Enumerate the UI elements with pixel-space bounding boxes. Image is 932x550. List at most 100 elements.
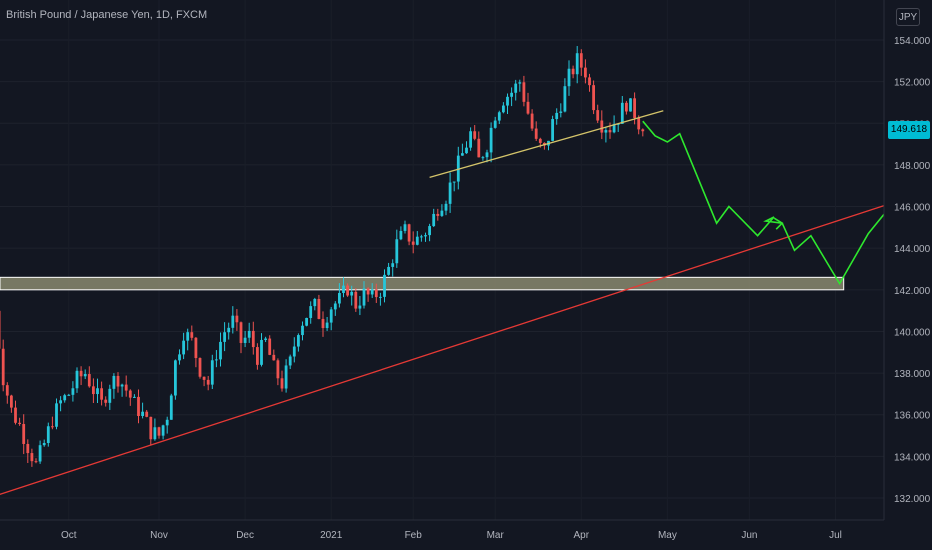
candle: [374, 283, 378, 303]
candle: [0, 310, 1, 349]
candle: [30, 448, 34, 467]
candle-body: [440, 210, 444, 216]
price-tick-label: 152.000: [894, 78, 931, 89]
candle: [10, 394, 13, 413]
candle: [317, 294, 321, 320]
candle-body: [354, 291, 358, 309]
candle: [510, 87, 513, 107]
price-tick-label: 138.000: [894, 369, 931, 380]
candle-body: [420, 236, 423, 238]
candle: [444, 200, 448, 216]
neckline: [429, 110, 664, 179]
candle: [584, 59, 587, 84]
candle-body: [145, 411, 149, 417]
candle: [215, 350, 218, 368]
candle: [530, 109, 534, 131]
candle: [75, 367, 79, 393]
candle: [79, 366, 83, 386]
candle: [194, 336, 198, 368]
candle-body: [104, 399, 108, 403]
candle-body: [534, 128, 538, 139]
candle-body: [391, 263, 395, 267]
candle: [473, 125, 477, 141]
candle: [641, 128, 645, 137]
time-axis[interactable]: Oct Nov Dec 2021 Feb Mar Apr May Jun Jul: [0, 519, 884, 541]
price-tick-label: 136.000: [894, 411, 931, 422]
candle: [366, 287, 370, 302]
candle: [329, 306, 333, 331]
price-axis[interactable]: 132.000 134.000 136.000 138.000 140.000 142.0…: [883, 0, 932, 550]
candle: [59, 396, 62, 412]
candle-body: [370, 289, 374, 295]
candle: [370, 283, 374, 298]
candle: [87, 366, 91, 388]
candle: [55, 398, 58, 430]
candle: [22, 414, 26, 455]
candle-body: [202, 376, 206, 380]
candle-body: [592, 85, 595, 111]
candle: [34, 458, 38, 464]
time-tick-label: Mar: [487, 530, 505, 541]
candle-body: [608, 130, 612, 133]
candle: [51, 416, 54, 430]
candle: [637, 115, 641, 135]
candle-body: [161, 425, 165, 436]
candle: [465, 141, 468, 154]
candle: [399, 226, 403, 241]
candle: [104, 396, 108, 407]
candle-body: [362, 288, 366, 306]
candle-body: [96, 388, 99, 395]
time-tick-label: Apr: [574, 530, 590, 541]
candle-body: [428, 226, 431, 236]
candle: [346, 283, 349, 297]
candle: [5, 382, 9, 404]
time-tick-label: Feb: [405, 530, 423, 541]
candle: [522, 75, 526, 107]
currency-button[interactable]: JPY: [896, 8, 920, 26]
candle-body: [169, 395, 173, 420]
grid: [0, 39, 884, 499]
candle-body: [641, 129, 645, 132]
candle-body: [502, 105, 505, 113]
candle: [596, 104, 600, 124]
candle: [235, 309, 239, 331]
candle-body: [10, 395, 13, 408]
candle-body: [42, 442, 46, 446]
candle-body: [239, 322, 243, 343]
candle: [350, 285, 354, 306]
candle-body: [481, 157, 485, 159]
candle-body: [235, 315, 239, 323]
candle-body: [284, 365, 288, 389]
last-price-label: 149.618: [888, 121, 930, 139]
candle-body: [26, 443, 30, 454]
candle-body: [83, 374, 87, 377]
candle-body: [366, 288, 370, 295]
candle-body: [260, 339, 263, 365]
candle: [288, 354, 292, 370]
candle-body: [510, 92, 513, 97]
price-tick-label: 144.000: [894, 244, 931, 255]
candle: [116, 372, 120, 393]
candle: [432, 208, 436, 228]
candle: [616, 123, 620, 132]
candle-body: [612, 124, 616, 133]
candle-body: [256, 347, 259, 365]
candle-body: [128, 390, 132, 398]
candle: [436, 208, 440, 221]
candle-body: [51, 426, 54, 428]
candle: [100, 381, 103, 406]
candle-body: [165, 419, 169, 426]
support-zone-rect: [0, 276, 845, 291]
candle: [92, 378, 95, 403]
candle-body: [333, 303, 337, 310]
candle-body: [600, 120, 604, 133]
candle: [342, 277, 345, 298]
candle-body: [79, 370, 83, 377]
candle-body: [579, 53, 583, 68]
candle: [514, 79, 518, 101]
candle: [588, 73, 591, 92]
candle: [133, 394, 136, 398]
candle: [292, 337, 296, 363]
candle-body: [588, 77, 591, 86]
